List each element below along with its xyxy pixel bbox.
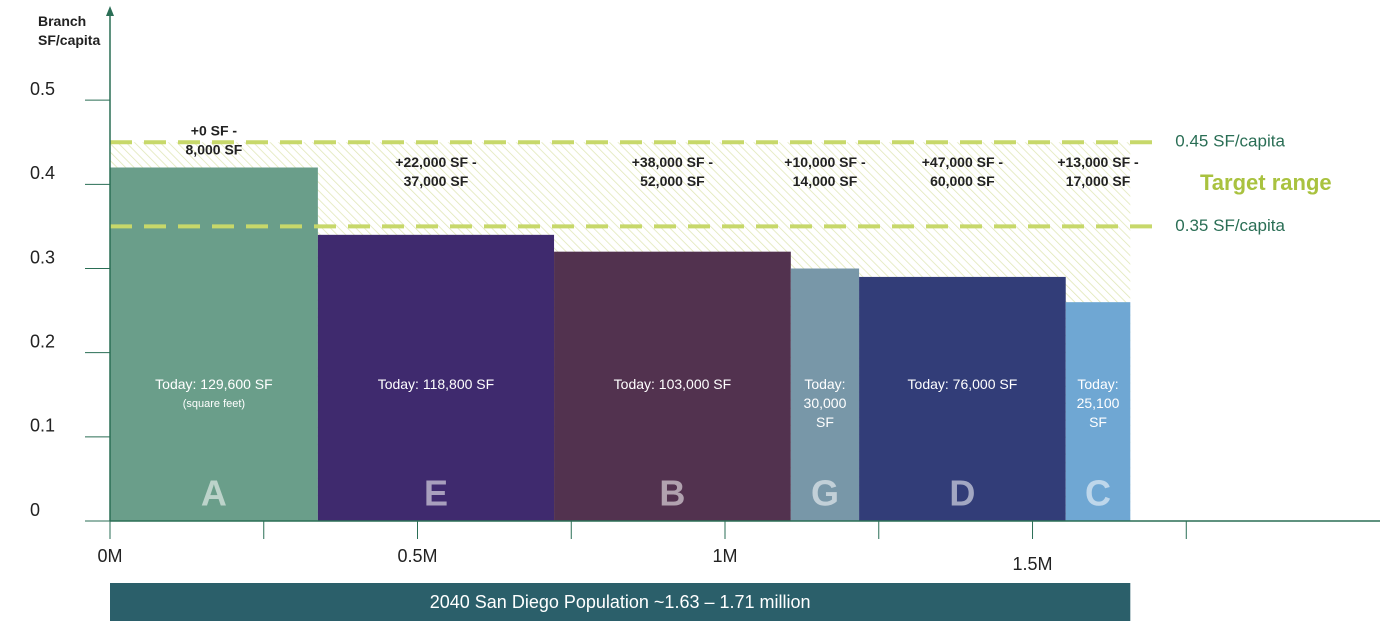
bar	[1065, 302, 1131, 521]
addition-label-line: +22,000 SF -	[395, 154, 477, 170]
bar	[317, 234, 555, 522]
y-tick-label: 0.5	[30, 79, 55, 99]
bar-letter: C	[1085, 473, 1111, 514]
population-banner	[110, 583, 1131, 621]
y-axis-arrow	[106, 6, 114, 16]
today-label-line: Today: 118,800 SF	[378, 376, 494, 392]
addition-label-line: +10,000 SF -	[784, 154, 866, 170]
addition-label: +13,000 SF - 17,000 SF	[1057, 154, 1139, 189]
y-tick-label: 0.2	[30, 331, 55, 351]
y-tick-label: 0.4	[30, 163, 55, 183]
addition-label-line: 14,000 SF	[793, 173, 858, 189]
x-tick-label: 1.5M	[1013, 554, 1053, 574]
x-tick-label: 0M	[97, 546, 122, 566]
today-label: Today: 76,000 SF	[908, 376, 1018, 392]
addition-label-line: 52,000 SF	[640, 173, 705, 189]
bar-letter: G	[811, 473, 839, 514]
addition-label: +0 SF - 8,000 SF	[186, 122, 243, 157]
today-label: Today: 30,000 SF	[804, 376, 847, 430]
addition-label-line: 37,000 SF	[404, 173, 469, 189]
y-axis-label-line: Branch	[38, 13, 86, 29]
addition-label-line: +38,000 SF -	[632, 154, 714, 170]
today-label-line: Today: 76,000 SF	[908, 376, 1018, 392]
bar-letter: A	[201, 473, 227, 514]
today-note: (square feet)	[183, 398, 245, 410]
y-tick-label: 0	[30, 500, 40, 520]
x-tick-label: 1M	[713, 546, 738, 566]
target-line-label: 0.35 SF/capita	[1175, 216, 1285, 235]
addition-label: +22,000 SF - 37,000 SF	[395, 154, 477, 189]
today-label-line: 30,000	[804, 395, 847, 411]
addition-label: +38,000 SF - 52,000 SF	[632, 154, 714, 189]
bar	[790, 268, 860, 521]
today-label: Today: 103,000 SF	[614, 376, 732, 392]
y-axis-label: Branch SF/capita	[38, 13, 100, 48]
target-line-label: 0.45 SF/capita	[1175, 132, 1285, 151]
today-label-line: Today:	[804, 376, 845, 392]
bar-letter: D	[949, 473, 975, 514]
today-label-line: SF	[816, 414, 834, 430]
today-label-line: SF	[1089, 414, 1107, 430]
addition-label-line: +13,000 SF -	[1057, 154, 1139, 170]
addition-label: +47,000 SF - 60,000 SF	[922, 154, 1004, 189]
today-label-line: Today: 129,600 SF	[155, 376, 273, 392]
x-tick-label: 0.5M	[397, 546, 437, 566]
today-label-line: Today: 103,000 SF	[614, 376, 732, 392]
addition-label-line: 8,000 SF	[186, 141, 243, 157]
today-label-line: 25,100	[1077, 395, 1120, 411]
today-label: Today: 129,600 SF	[155, 376, 273, 392]
addition-label-line: +47,000 SF -	[922, 154, 1004, 170]
addition-label: +10,000 SF - 14,000 SF	[784, 154, 866, 189]
y-tick-label: 0.3	[30, 247, 55, 267]
bar-letter: E	[424, 473, 448, 514]
population-banner-text: 2040 San Diego Population ~1.63 – 1.71 m…	[430, 592, 811, 612]
addition-label-line: 17,000 SF	[1066, 173, 1131, 189]
addition-label-line: 60,000 SF	[930, 173, 995, 189]
y-axis-label-line: SF/capita	[38, 32, 100, 48]
today-label: Today: 118,800 SF	[378, 376, 494, 392]
today-label: Today: 25,100 SF	[1077, 376, 1120, 430]
bar	[554, 251, 791, 521]
y-tick-label: 0.1	[30, 416, 55, 436]
bar	[110, 167, 318, 521]
target-range-label: Target range	[1200, 170, 1332, 195]
today-label-line: Today:	[1077, 376, 1118, 392]
bar	[859, 276, 1066, 521]
bar-letter: B	[659, 473, 685, 514]
addition-label-line: +0 SF -	[191, 122, 238, 138]
